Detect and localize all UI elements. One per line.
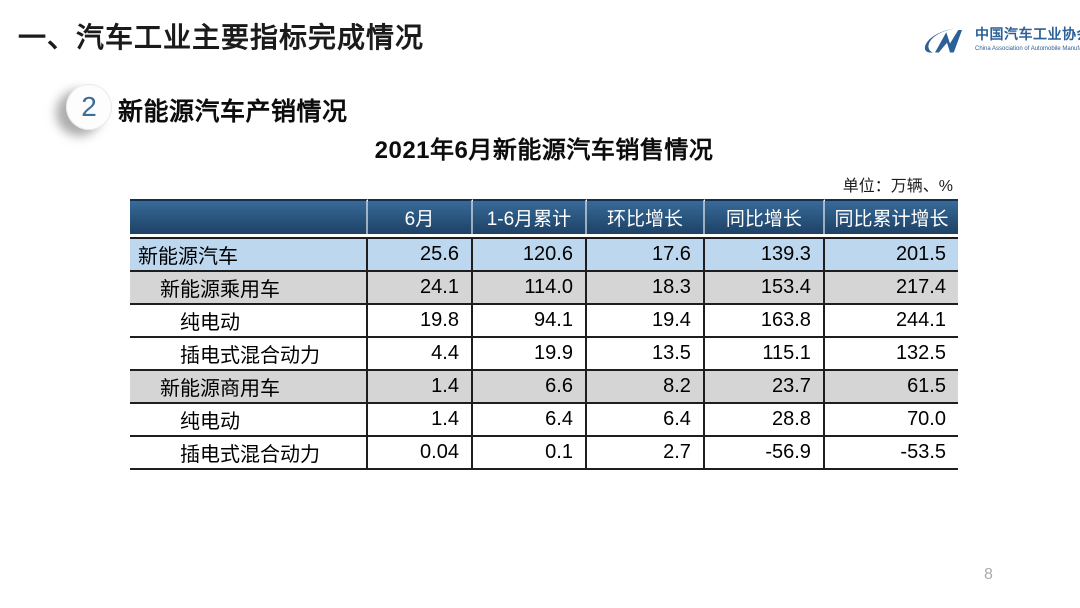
cell: 139.3 xyxy=(704,237,825,270)
cell: 132.5 xyxy=(824,336,958,369)
table-row: 新能源汽车 25.6 120.6 17.6 139.3 201.5 xyxy=(130,237,958,270)
header-cell-yoy-growth: 同比增长 xyxy=(704,199,825,237)
cell: 1.4 xyxy=(367,369,473,402)
cell: 2.7 xyxy=(586,435,705,470)
cell: 28.8 xyxy=(704,402,825,435)
cell: -53.5 xyxy=(824,435,958,470)
cell: 163.8 xyxy=(704,303,825,336)
cell: 0.04 xyxy=(367,435,473,470)
header-row: 6月 1-6月累计 环比增长 同比增长 同比累计增长 xyxy=(130,199,958,237)
cell: 24.1 xyxy=(367,270,473,303)
cell: 244.1 xyxy=(824,303,958,336)
cell: 217.4 xyxy=(824,270,958,303)
cell: 19.9 xyxy=(472,336,587,369)
header-cell-june: 6月 xyxy=(367,199,473,237)
table-title: 2021年6月新能源汽车销售情况 xyxy=(374,137,714,164)
caam-cm-logo-icon xyxy=(920,25,968,59)
table-row: 新能源商用车 1.4 6.6 8.2 23.7 61.5 xyxy=(130,369,958,402)
page-number: 8 xyxy=(984,566,993,583)
row-label: 新能源汽车 xyxy=(130,237,368,270)
cell: 19.8 xyxy=(367,303,473,336)
caam-logo: 中国汽车工业协会 China Association of Automobile… xyxy=(920,24,1080,59)
row-label: 纯电动 xyxy=(130,303,368,336)
cell: 153.4 xyxy=(704,270,825,303)
cell: 1.4 xyxy=(367,402,473,435)
table-row: 插电式混合动力 0.04 0.1 2.7 -56.9 -53.5 xyxy=(130,435,958,470)
cell: 6.6 xyxy=(472,369,587,402)
cell: 23.7 xyxy=(704,369,825,402)
cell: 19.4 xyxy=(586,303,705,336)
table-row: 新能源乘用车 24.1 114.0 18.3 153.4 217.4 xyxy=(130,270,958,303)
cell: 18.3 xyxy=(586,270,705,303)
table-row: 纯电动 1.4 6.4 6.4 28.8 70.0 xyxy=(130,402,958,435)
table-row: 纯电动 19.8 94.1 19.4 163.8 244.1 xyxy=(130,303,958,336)
nev-sales-table: 6月 1-6月累计 环比增长 同比增长 同比累计增长 新能源汽车 25.6 12… xyxy=(130,199,958,470)
cell: 13.5 xyxy=(586,336,705,369)
cell: 114.0 xyxy=(472,270,587,303)
row-label: 纯电动 xyxy=(130,402,368,435)
cell: -56.9 xyxy=(704,435,825,470)
section-heading: 新能源汽车产销情况 xyxy=(118,98,348,126)
cell: 17.6 xyxy=(586,237,705,270)
caam-org-name-en: China Association of Automobile Manufact… xyxy=(975,46,1080,52)
row-label: 新能源乘用车 xyxy=(130,270,368,303)
header-cell-yoy-cumulative-growth: 同比累计增长 xyxy=(824,199,958,237)
cell: 6.4 xyxy=(472,402,587,435)
cell: 120.6 xyxy=(472,237,587,270)
cell: 201.5 xyxy=(824,237,958,270)
row-label: 插电式混合动力 xyxy=(130,435,368,470)
header-cell-label xyxy=(130,199,368,237)
cell: 115.1 xyxy=(704,336,825,369)
row-label: 新能源商用车 xyxy=(130,369,368,402)
cell: 25.6 xyxy=(367,237,473,270)
unit-label: 单位：万辆、% xyxy=(842,178,953,195)
header-cell-cumulative: 1-6月累计 xyxy=(472,199,587,237)
cell: 6.4 xyxy=(586,402,705,435)
slide-title: 一、汽车工业主要指标完成情况 xyxy=(18,22,425,53)
section-number-badge: 2 xyxy=(66,84,112,130)
cell: 8.2 xyxy=(586,369,705,402)
cell: 61.5 xyxy=(824,369,958,402)
row-label: 插电式混合动力 xyxy=(130,336,368,369)
cell: 94.1 xyxy=(472,303,587,336)
cell: 70.0 xyxy=(824,402,958,435)
caam-logo-text: 中国汽车工业协会 China Association of Automobile… xyxy=(975,24,1080,52)
cell: 4.4 xyxy=(367,336,473,369)
header-cell-mom-growth: 环比增长 xyxy=(586,199,705,237)
caam-org-name-cn: 中国汽车工业协会 xyxy=(975,26,1080,42)
cell: 0.1 xyxy=(472,435,587,470)
table-row: 插电式混合动力 4.4 19.9 13.5 115.1 132.5 xyxy=(130,336,958,369)
